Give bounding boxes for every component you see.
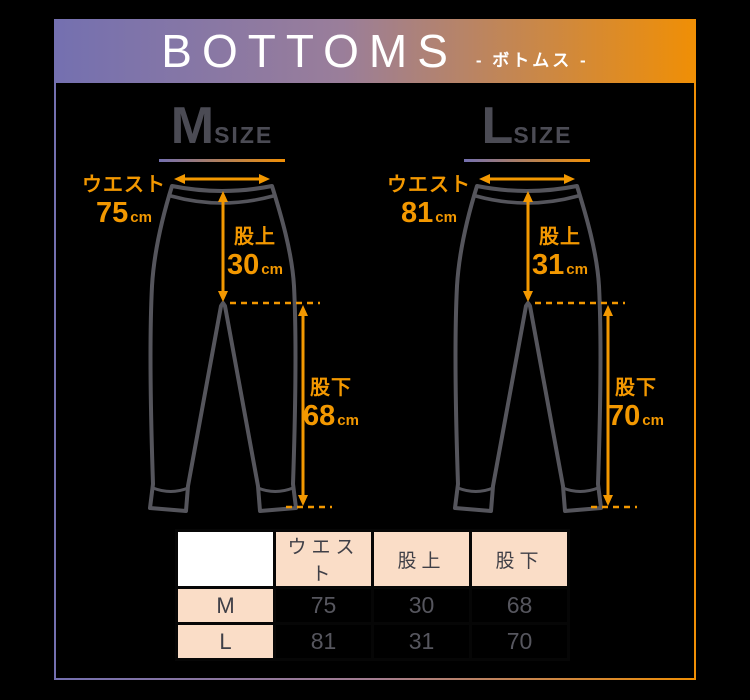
waist-label: ウエスト — [387, 174, 471, 196]
waist-arrowhead-left — [479, 174, 490, 184]
cell-l-inseam: 70 — [469, 622, 570, 661]
rise-value: 31 — [532, 249, 565, 281]
title-underline — [159, 159, 285, 162]
pants-diagram-m — [148, 174, 332, 513]
size-word: SIZE — [513, 122, 573, 148]
page-title: BOTTOMS — [161, 25, 458, 77]
table-row-l: L 81 31 70 — [175, 622, 570, 661]
cell-m-rise: 30 — [371, 586, 472, 625]
size-word: SIZE — [214, 122, 274, 148]
size-table: ウエスト 股上 股下 M 75 30 68 L 81 31 70 — [175, 529, 570, 661]
waist-arrowhead-left — [174, 174, 185, 184]
rise-arrowhead-bottom — [523, 291, 533, 302]
size-letter: M — [170, 97, 215, 155]
table-header-row: ウエスト 股上 股下 — [175, 529, 570, 589]
inseam-value: 70 — [608, 400, 641, 432]
waist-measurement: ウエスト 75 cm — [78, 172, 170, 228]
rise-measurement: 股上 30 cm — [209, 224, 301, 280]
inseam-measurement: 股下 68 cm — [285, 375, 377, 431]
inseam-arrowhead-bottom — [298, 495, 308, 506]
table-row-m: M 75 30 68 — [175, 586, 570, 625]
table-col-waist: ウエスト — [273, 529, 374, 589]
rise-value: 30 — [227, 249, 260, 281]
waist-value: 75 — [96, 197, 129, 229]
size-title-m: MSIZE — [72, 100, 372, 152]
row-label-m: M — [175, 586, 276, 625]
rise-measurement: 股上 31 cm — [514, 224, 606, 280]
page-subtitle: - ボトムス - — [475, 50, 589, 70]
cell-m-waist: 75 — [273, 586, 374, 625]
waist-unit: cm — [130, 209, 152, 226]
inseam-arrowhead-bottom — [603, 495, 613, 506]
inseam-unit: cm — [337, 412, 359, 429]
table-col-inseam: 股下 — [469, 529, 570, 589]
inseam-label: 股下 — [615, 377, 657, 399]
cuff-seam-left — [456, 486, 495, 493]
size-section-m: MSIZE ウエスト 75 cm 股上 30 cm 股下 68 cm — [72, 100, 372, 530]
inseam-value: 68 — [303, 400, 336, 432]
rise-unit: cm — [566, 261, 588, 278]
inseam-arrowhead-top — [603, 305, 613, 316]
cuff-seam-left — [151, 486, 190, 493]
cuff-seam-right — [561, 486, 600, 493]
size-letter: L — [481, 97, 514, 155]
rise-label: 股上 — [539, 226, 581, 248]
rise-unit: cm — [261, 261, 283, 278]
size-section-l: LSIZE ウエスト 81 cm 股上 31 cm 股下 70 cm — [377, 100, 677, 530]
waist-unit: cm — [435, 209, 457, 226]
title-underline — [464, 159, 590, 162]
waist-arrowhead-right — [259, 174, 270, 184]
rise-arrowhead-top — [523, 191, 533, 202]
rise-arrowhead-top — [218, 191, 228, 202]
inseam-arrowhead-top — [298, 305, 308, 316]
pants-outline — [453, 184, 603, 513]
row-label-l: L — [175, 622, 276, 661]
pants-outline — [148, 184, 298, 513]
header-banner: BOTTOMS - ボトムス - — [54, 19, 696, 83]
cell-l-rise: 31 — [371, 622, 472, 661]
waist-label: ウエスト — [82, 174, 166, 196]
pants-diagram-l — [453, 174, 637, 513]
table-corner-cell — [175, 529, 276, 589]
cuff-seam-right — [256, 486, 295, 493]
rise-label: 股上 — [234, 226, 276, 248]
table-col-rise: 股上 — [371, 529, 472, 589]
cell-l-waist: 81 — [273, 622, 374, 661]
waist-measurement: ウエスト 81 cm — [383, 172, 475, 228]
waist-value: 81 — [401, 197, 434, 229]
waist-arrowhead-right — [564, 174, 575, 184]
size-title-l: LSIZE — [377, 100, 677, 152]
inseam-unit: cm — [642, 412, 664, 429]
rise-arrowhead-bottom — [218, 291, 228, 302]
inseam-measurement: 股下 70 cm — [590, 375, 682, 431]
inseam-label: 股下 — [310, 377, 352, 399]
cell-m-inseam: 68 — [469, 586, 570, 625]
